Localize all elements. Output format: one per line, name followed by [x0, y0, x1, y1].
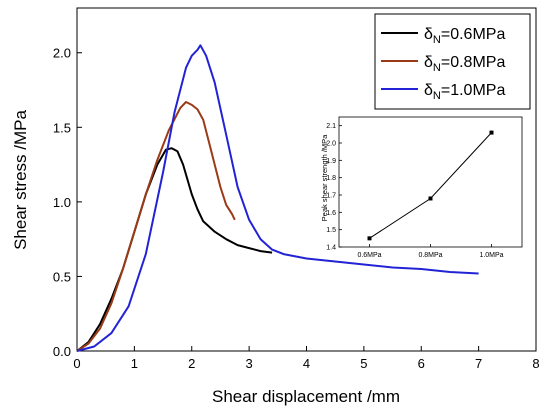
inset-x-tick-label: 1.0MPa — [479, 252, 503, 259]
inset-series — [367, 130, 494, 241]
inset-x-axis: 0.6MPa 0.8MPa 1.0MPa — [357, 244, 504, 259]
y-tick-label: 0.0 — [53, 344, 71, 359]
inset-data-point — [489, 130, 494, 135]
inset-y-tick-label: 1.4 — [326, 245, 336, 252]
main-series-lines — [76, 44, 479, 352]
inset-y-tick-label: 2.1 — [326, 123, 336, 130]
inset-y-tick-label: 2.0 — [326, 141, 336, 148]
series-line-2 — [76, 101, 236, 352]
inset-x-tick-label: 0.8MPa — [418, 252, 442, 259]
inset-data-point — [367, 236, 372, 241]
legend: δN=0.6MPa δN=0.8MPa δN=1.0MPa — [374, 13, 531, 110]
x-tick-label: 0 — [73, 356, 80, 371]
x-tick-label: 7 — [475, 356, 482, 371]
y-tick-label: 2.0 — [53, 46, 71, 61]
y-tick-label: 0.5 — [53, 269, 71, 284]
x-tick-label: 6 — [418, 356, 425, 371]
inset-y-tick-label: 1.6 — [326, 210, 336, 217]
main-x-axis-label: Shear displacement /mm — [212, 387, 400, 406]
legend-label: δN=0.8MPa — [424, 54, 505, 74]
inset-y-axis-label: Peak shear strength /MPa — [320, 134, 329, 222]
main-y-axis-label: Shear stress /MPa — [11, 110, 30, 250]
inset-y-tick-label: 1.5 — [326, 227, 336, 234]
inset-y-tick-label: 1.9 — [326, 158, 336, 165]
y-tick-label: 1.5 — [53, 120, 71, 135]
legend-label: δN=1.0MPa — [424, 82, 505, 102]
inset-y-tick-label: 1.7 — [326, 193, 336, 200]
main-y-axis: 0.0 0.5 1.0 1.5 2.0 — [53, 46, 82, 359]
x-tick-label: 8 — [532, 356, 539, 371]
main-x-axis: 0 1 2 3 4 5 6 7 8 — [73, 346, 540, 371]
inset-x-tick-label: 0.6MPa — [357, 252, 381, 259]
series-line-3 — [76, 44, 479, 352]
x-tick-label: 2 — [188, 356, 195, 371]
x-tick-label: 3 — [246, 356, 253, 371]
x-tick-label: 1 — [131, 356, 138, 371]
inset-data-point — [428, 196, 433, 201]
x-tick-label: 4 — [303, 356, 310, 371]
inset-chart: 1.4 1.5 1.6 1.7 1.8 1.9 2.0 2.1 0.6MPa 0.8MPa 1.0… — [320, 116, 523, 259]
inset-y-axis: 1.4 1.5 1.6 1.7 1.8 1.9 2.0 2.1 — [326, 123, 342, 252]
inset-y-tick-label: 1.8 — [326, 175, 336, 182]
y-tick-label: 1.0 — [53, 195, 71, 210]
x-tick-label: 5 — [360, 356, 367, 371]
inset-plot-frame — [338, 116, 523, 248]
legend-label: δN=0.6MPa — [424, 26, 505, 46]
